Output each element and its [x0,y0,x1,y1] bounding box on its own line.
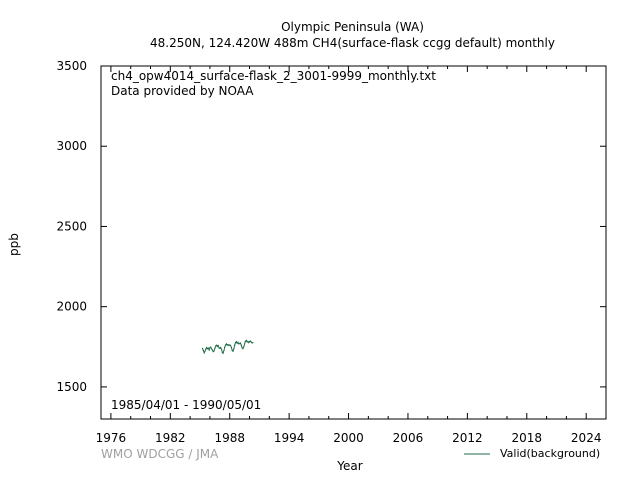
y-axis-label: ppb [7,233,21,256]
data-point [245,339,247,341]
data-point [220,348,223,350]
x-tick-label: 2024 [571,431,602,445]
data-point [220,346,222,349]
x-tick-label: 2000 [333,431,364,445]
data-point [224,344,227,346]
data-point [202,349,204,351]
x-tick-label: 1982 [155,431,186,445]
data-point [252,342,254,344]
data-point [233,348,235,350]
axis-ticks [101,65,607,419]
data-point [208,349,210,351]
data-point [225,343,228,345]
data-point [230,346,233,349]
data-point [235,341,237,343]
data-point [216,345,218,348]
watermark: WMO WDCGG / JMA [101,447,219,461]
data-point [204,350,206,352]
y-tick-label: 1500 [56,380,87,394]
data-point [215,344,218,346]
file-name-label: ch4_opw4014_surface-flask_2_3001-9999_mo… [111,69,436,83]
x-tick-label: 2018 [512,431,543,445]
data-point [224,346,226,348]
data-point [241,347,243,349]
chart-title: Olympic Peninsula (WA) [281,20,424,34]
data-point [213,350,215,352]
data-point [239,342,242,344]
data-point [211,348,213,350]
data-point [243,343,246,345]
data-point [205,348,207,350]
x-tick-label: 2006 [393,431,424,445]
series-layer [201,339,254,355]
data-point [222,352,224,354]
data-point [240,344,242,346]
y-tick-label: 2500 [56,219,87,233]
data-point [210,346,212,348]
data-point [212,351,214,353]
data-point [250,341,252,343]
x-tick-label: 1988 [214,431,245,445]
plot-frame [100,65,607,420]
data-point [201,347,204,349]
data-point [236,342,238,344]
data-point [249,340,251,342]
y-tick-label: 3500 [56,59,87,73]
data-point [206,346,208,349]
data-point [234,342,237,344]
data-point [223,349,225,351]
data-point [207,347,209,349]
data-point [243,346,245,348]
data-point [227,343,229,346]
data-point [217,344,219,347]
data-point [215,345,217,347]
data-point [203,352,205,354]
y-tick-label: 2000 [56,300,87,314]
legend-label: Valid(background) [500,447,601,460]
data-point [219,347,221,349]
data-point [214,347,216,349]
data-point [211,349,213,351]
chart-subtitle: 48.250N, 124.420W 488m CH4(surface-flask… [150,36,555,50]
data-point [237,341,239,343]
data-point [244,340,246,342]
x-tick-label: 2012 [452,431,483,445]
data-point [229,344,232,347]
x-tick-label: 1994 [274,431,305,445]
data-point [221,351,223,353]
x-axis-label: Year [337,459,363,473]
date-range-label: 1985/04/01 - 1990/05/01 [111,398,262,412]
provider-label: Data provided by NOAA [111,84,254,98]
data-point [234,344,236,346]
x-tick-label: 1976 [96,431,127,445]
data-point [231,349,233,351]
data-point [248,342,250,344]
data-point [242,348,244,350]
series-line [202,339,253,355]
axis-tick-labels: 1976 1982 1988 1994 2000 2006 2012 2018 2024 1500… [56,59,601,445]
y-tick-label: 3000 [56,139,87,153]
data-point [232,350,234,352]
data-point [247,340,249,342]
